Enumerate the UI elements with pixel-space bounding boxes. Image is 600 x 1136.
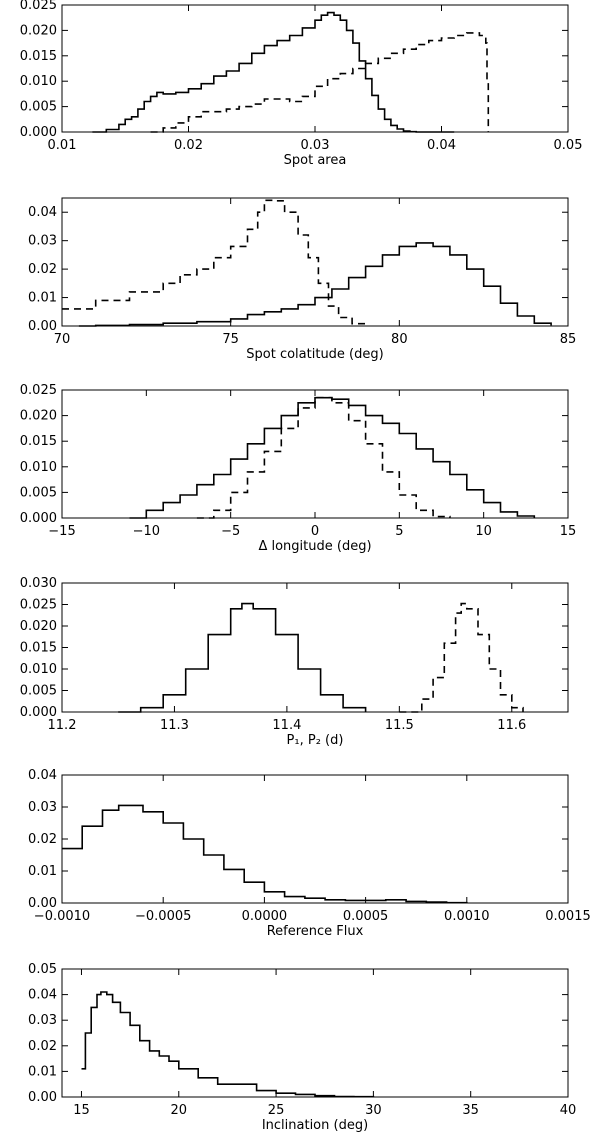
plot-frame [61, 968, 569, 1098]
y-tick-label: 0.01 [28, 864, 57, 879]
series-solid-line [118, 602, 367, 713]
y-tick-label: 0.010 [20, 460, 57, 475]
x-tick-label: 0.01 [48, 138, 77, 153]
y-tick-label: 0.00 [28, 319, 57, 334]
x-tick-label: 0.04 [427, 138, 456, 153]
y-tick-label: 0.03 [28, 234, 57, 249]
x-tick-label: 0.0015 [545, 909, 591, 924]
y-tick-label: 0.05 [28, 962, 57, 977]
y-tick-label: 0.01 [28, 1064, 57, 1079]
x-tick-label: 15 [73, 1103, 90, 1118]
x-axis-label: Spot colatitude (deg) [246, 347, 383, 362]
x-tick-label: 0 [311, 524, 319, 539]
x-axis-label: Inclination (deg) [262, 1118, 368, 1133]
x-tick-label: 0.05 [554, 138, 583, 153]
series-solid-line [62, 804, 468, 904]
x-tick-label: 75 [222, 332, 239, 347]
y-tick-label: 0.020 [20, 619, 57, 634]
y-tick-label: 0.02 [28, 262, 57, 277]
y-tick-label: 0.020 [20, 409, 57, 424]
series-dashed-line [150, 32, 490, 133]
y-tick-label: 0.005 [20, 684, 57, 699]
x-tick-label: −15 [48, 524, 75, 539]
x-tick-label: −10 [133, 524, 160, 539]
y-tick-label: 0.015 [20, 49, 57, 64]
y-tick-label: 0.02 [28, 832, 57, 847]
y-tick-label: 0.010 [20, 662, 57, 677]
x-tick-label: 30 [365, 1103, 382, 1118]
y-tick-label: 0.015 [20, 434, 57, 449]
panel-2: 70 75 80 85 0.00 0.01 0.02 0.03 0.04 Spot colatit… [28, 197, 577, 362]
series-dashed-line [62, 199, 367, 326]
y-tick-label: 0.00 [28, 896, 57, 911]
y-tick-label: 0.02 [28, 1039, 57, 1054]
panel-3: −15 −10 −5 0 5 10 15 0.000 0.005 0.010 0.015 0.020 0… [20, 383, 576, 554]
plot-frame [61, 582, 569, 713]
x-tick-label: 25 [268, 1103, 285, 1118]
plot-frame [61, 774, 569, 904]
y-tick-label: 0.03 [28, 1013, 57, 1028]
y-tick-label: 0.04 [28, 988, 57, 1003]
y-tick-label: 0.03 [28, 800, 57, 815]
x-tick-label: 85 [560, 332, 577, 347]
y-tick-label: 0.000 [20, 125, 57, 140]
x-tick-label: 11.4 [272, 718, 301, 733]
series-solid-line [78, 242, 552, 327]
x-tick-label: 40 [560, 1103, 577, 1118]
series-dashed-line [399, 602, 524, 713]
series-solid-line [92, 11, 455, 133]
y-tick-label: 0.015 [20, 641, 57, 656]
y-tick-label: 0.04 [28, 205, 57, 220]
x-tick-label: 0.0005 [343, 909, 389, 924]
x-tick-label: 70 [54, 332, 71, 347]
x-tick-label: 80 [391, 332, 408, 347]
plot-frame [61, 197, 569, 327]
x-tick-label: 11.2 [48, 718, 77, 733]
x-tick-label: 0.02 [174, 138, 203, 153]
series-dashed-line [196, 396, 451, 519]
y-tick-label: 0.00 [28, 1090, 57, 1105]
y-tick-label: 0.025 [20, 0, 57, 13]
y-tick-label: 0.025 [20, 383, 57, 398]
y-tick-label: 0.005 [20, 485, 57, 500]
x-tick-label: 11.3 [160, 718, 189, 733]
x-tick-label: 5 [395, 524, 403, 539]
x-tick-label: 20 [170, 1103, 187, 1118]
series-solid-line [129, 396, 536, 519]
y-tick-label: 0.04 [28, 768, 57, 783]
panel-1: 0.01 0.02 0.03 0.04 0.05 0.000 0.005 0.010 0.015… [20, 0, 583, 168]
x-tick-label: −0.0010 [34, 909, 90, 924]
x-tick-label: 35 [462, 1103, 479, 1118]
y-tick-label: 0.025 [20, 598, 57, 613]
y-tick-label: 0.010 [20, 74, 57, 89]
panel-6: 15 20 25 30 35 40 0.00 0.01 0.02 0.03 0.04 0.05 Incl… [28, 962, 576, 1133]
plot-frame [61, 389, 569, 519]
x-axis-label: Spot area [284, 153, 347, 168]
x-tick-label: −0.0005 [135, 909, 191, 924]
x-tick-label: 15 [560, 524, 577, 539]
series-solid-line [81, 991, 375, 1098]
x-tick-label: 10 [475, 524, 492, 539]
y-tick-label: 0.020 [20, 23, 57, 38]
panel-5: −0.0010 −0.0005 0.0000 0.0005 0.0010 0.0015 0.… [28, 768, 591, 939]
y-tick-label: 0.030 [20, 576, 57, 591]
x-tick-label: 0.0000 [242, 909, 288, 924]
x-tick-label: 11.6 [497, 718, 526, 733]
y-tick-label: 0.005 [20, 100, 57, 115]
panel-4: 11.2 11.3 11.4 11.5 11.6 0.000 0.005 0.010 0.015… [20, 576, 569, 748]
x-tick-label: 0.03 [301, 138, 330, 153]
x-axis-label: Δ longitude (deg) [258, 539, 371, 554]
y-tick-label: 0.01 [28, 291, 57, 306]
x-tick-label: 11.5 [385, 718, 414, 733]
y-tick-label: 0.000 [20, 511, 57, 526]
x-axis-label: Reference Flux [267, 924, 364, 939]
x-axis-label: P₁, P₂ (d) [287, 733, 344, 748]
x-tick-label: 0.0010 [444, 909, 490, 924]
y-tick-label: 0.000 [20, 705, 57, 720]
x-tick-label: −5 [221, 524, 240, 539]
